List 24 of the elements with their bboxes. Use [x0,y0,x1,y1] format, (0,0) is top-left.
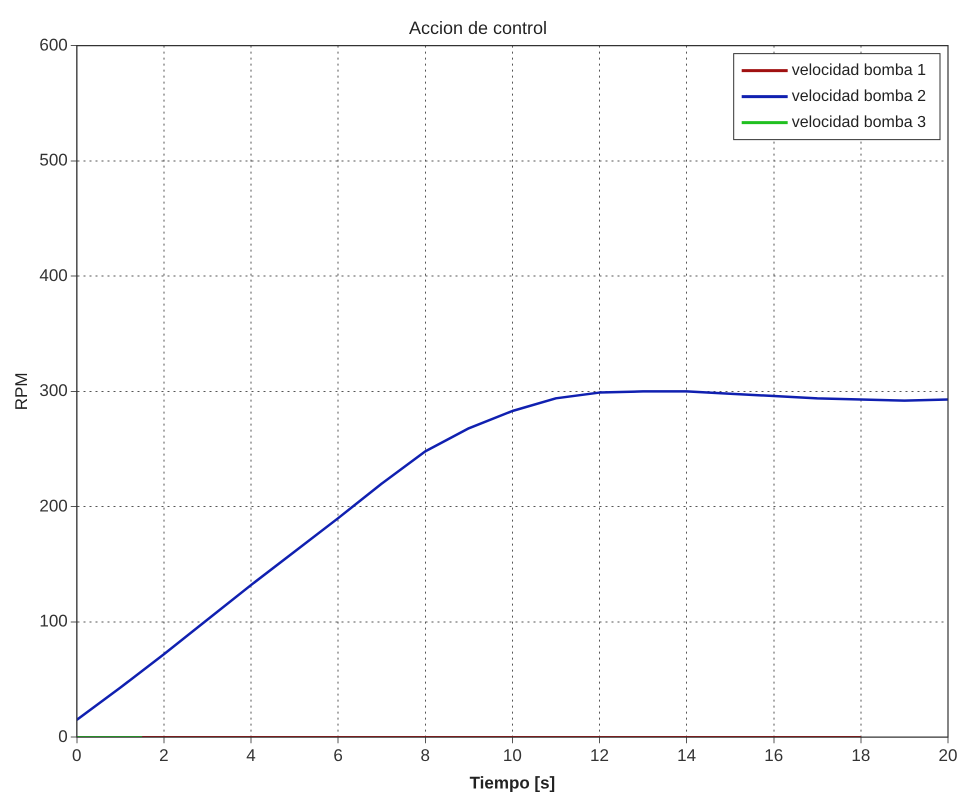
x-tick-label: 20 [938,746,958,766]
chart-title: Accion de control [408,18,548,38]
x-tick-label: 18 [851,746,870,766]
legend-label: velocidad bomba 3 [792,114,926,132]
y-tick-label: 500 [39,150,68,170]
x-tick-label: 14 [677,746,696,766]
y-tick-label: 400 [39,266,68,285]
legend-label: velocidad bomba 1 [792,62,926,80]
x-tick-label: 4 [246,746,256,766]
x-tick-label: 6 [333,746,343,766]
x-tick-label: 8 [420,746,430,766]
y-axis-title: RPM [12,372,31,410]
y-tick-label: 200 [39,496,68,516]
legend-label: velocidad bomba 2 [792,88,926,106]
y-tick-label: 0 [58,726,68,746]
x-tick-label: 12 [590,746,609,766]
x-tick-label: 16 [764,746,784,766]
x-tick-label: 0 [72,746,82,766]
y-tick-label: 300 [39,381,68,400]
x-axis-title: Tiempo [s] [470,773,556,792]
y-tick-label: 100 [39,612,68,631]
x-tick-label: 10 [502,746,522,766]
x-tick-label: 2 [159,746,169,766]
y-tick-label: 600 [39,35,68,54]
